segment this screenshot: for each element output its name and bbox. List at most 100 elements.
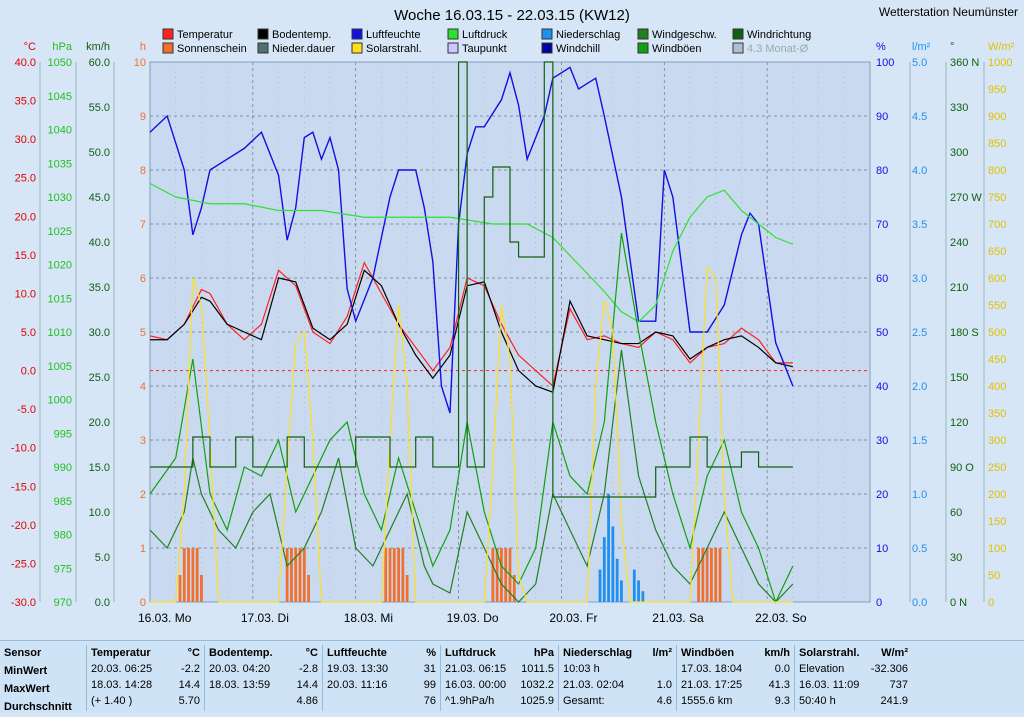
station-name: Wetterstation Neumünster	[879, 5, 1018, 19]
hum-axis-tick: 60	[876, 273, 888, 285]
dir-axis-tick: 300	[950, 147, 968, 159]
solar-axis-tick: 550	[988, 300, 1006, 312]
stats-cell-when: 19.03. 13:30	[327, 663, 389, 675]
legend-swatch	[257, 28, 269, 40]
legend-label: Windrichtung	[747, 29, 811, 41]
bar-Sonnenschein	[392, 548, 396, 602]
weather-chart: Woche 16.03.15 - 22.03.15 (KW12) Wetters…	[10, 5, 1019, 625]
stats-cell-when: 16.03. 00:00	[445, 679, 507, 691]
temp-axis-tick: -10.0	[11, 443, 36, 455]
legend-swatch	[637, 42, 649, 54]
stats-cell-when: ^1.9hPa/h	[445, 695, 495, 707]
stats-col-unit: l/m²	[652, 647, 672, 659]
stats-col-unit: km/h	[764, 647, 790, 659]
stats-cell-value: 14.4	[178, 679, 200, 691]
stats-cell-value: 4.6	[656, 695, 672, 707]
bar-Sonnenschein	[397, 548, 400, 602]
stats-cell-when: Elevation	[799, 663, 845, 675]
stats-cell-when: Gesamt:	[563, 695, 605, 707]
bar-Sonnenschein	[504, 548, 508, 602]
stats-col-header: Luftfeuchte%	[327, 647, 436, 663]
bar-Sonnenschein	[302, 548, 306, 602]
bar-Niederschlag	[598, 569, 602, 602]
bar-Sonnenschein	[191, 548, 195, 602]
stats-cell-when: 1555.6 km	[681, 695, 733, 707]
series-line-Luftdruck	[149, 182, 794, 323]
bar-Sonnenschein	[187, 548, 190, 602]
stats-cell-when: 21.03. 06:15	[445, 663, 507, 675]
press-axis-tick: 990	[54, 462, 72, 474]
rain-axis-tick: 3.0	[912, 273, 927, 285]
stats-label-max: MaxWert	[4, 683, 50, 695]
stats-cell-when: 21.03. 02:04	[563, 679, 625, 691]
solar-axis-tick: 250	[988, 462, 1006, 474]
rain-axis-tick: 3.5	[912, 219, 927, 231]
stats-col-unit: W/m²	[881, 647, 908, 659]
legend-label: Temperatur	[177, 29, 233, 41]
stats-col-title: Niederschlag	[563, 647, 633, 659]
hours-axis-tick: 10	[134, 57, 146, 69]
legend-label: Luftfeuchte	[366, 29, 420, 41]
press-axis-tick: 970	[54, 597, 72, 609]
bar-Niederschlag	[607, 494, 610, 602]
solar-axis-tick: 200	[988, 489, 1006, 501]
stats-row: (+ 1.40 ) 5.70	[91, 695, 200, 711]
x-axis: 16.03. Mo 17.03. Di 18.03. Mi 19.03. Do 20.0…	[138, 611, 807, 625]
bar-Sonnenschein	[182, 548, 186, 602]
stats-row: 18.03. 14:28 14.4	[91, 679, 200, 695]
legend-swatch	[351, 28, 363, 40]
stats-cell-when: 50:40 h	[799, 695, 836, 707]
stats-row: 16.03. 11:09 737	[799, 679, 908, 695]
solar-axis-tick: 100	[988, 543, 1006, 555]
solar-axis-tick: 700	[988, 219, 1006, 231]
hours-axis-unit: h	[140, 41, 146, 53]
legend-swatch	[541, 28, 553, 40]
stats-col-title: Windböen	[681, 647, 735, 659]
legend-label: Nieder.dauer	[272, 43, 335, 55]
bar-Niederschlag	[632, 569, 636, 602]
legend-swatch	[351, 42, 363, 54]
dir-axis-tick: 60	[950, 507, 962, 519]
solar-axis-tick: 50	[988, 570, 1000, 582]
rain-axis-tick: 5.0	[912, 57, 927, 69]
x-axis-day-label: 20.03. Fr	[549, 611, 597, 625]
stats-cell-when: 20.03. 04:20	[209, 663, 271, 675]
stats-col-header: Bodentemp. °C	[209, 647, 318, 663]
bar-Sonnenschein	[718, 548, 722, 602]
wind-axis-tick: 10.0	[89, 507, 110, 519]
dir-axis-tick: 330	[950, 102, 968, 114]
solar-axis-tick: 400	[988, 381, 1006, 393]
legend-swatch	[447, 28, 459, 40]
dir-axis-tick: 270 W	[950, 192, 982, 204]
stats-cell-value: 14.4	[296, 679, 318, 691]
hours-axis-tick: 6	[140, 273, 146, 285]
hum-axis-tick: 70	[876, 219, 888, 231]
hours-axis-tick: 8	[140, 165, 146, 177]
solar-axis-tick: 850	[988, 138, 1006, 150]
wind-axis-tick: 25.0	[89, 372, 110, 384]
solar-axis-tick: 750	[988, 192, 1006, 204]
bar-Niederschlag	[620, 580, 623, 602]
wind-axis-tick: 35.0	[89, 282, 110, 294]
wind-axis-tick: 20.0	[89, 417, 110, 429]
press-axis-tick: 975	[54, 563, 72, 575]
rain-axis-unit: l/m²	[912, 41, 931, 53]
stats-cell-when: 20.03. 06:25	[91, 663, 153, 675]
bar-Sonnenschein	[714, 548, 718, 602]
stats-cell-when: 16.03. 11:09	[799, 679, 860, 691]
hours-axis-tick: 7	[140, 219, 146, 231]
press-axis-tick: 980	[54, 530, 72, 542]
legend-swatch	[541, 42, 553, 54]
bar-Sonnenschein	[294, 548, 298, 602]
solar-axis-tick: 800	[988, 165, 1006, 177]
legend-swatch	[637, 28, 649, 40]
hours-axis-tick: 2	[140, 489, 146, 501]
bar-Sonnenschein	[701, 548, 705, 602]
stats-col-unit: hPa	[533, 647, 554, 659]
bar-Sonnenschein	[298, 548, 302, 602]
stats-label-avg: Durchschnitt	[4, 701, 72, 713]
legend-swatch	[447, 42, 459, 54]
bar-Sonnenschein	[178, 575, 182, 602]
legend-label: Luftdruck	[462, 29, 508, 41]
solar-axis-tick: 450	[988, 354, 1006, 366]
